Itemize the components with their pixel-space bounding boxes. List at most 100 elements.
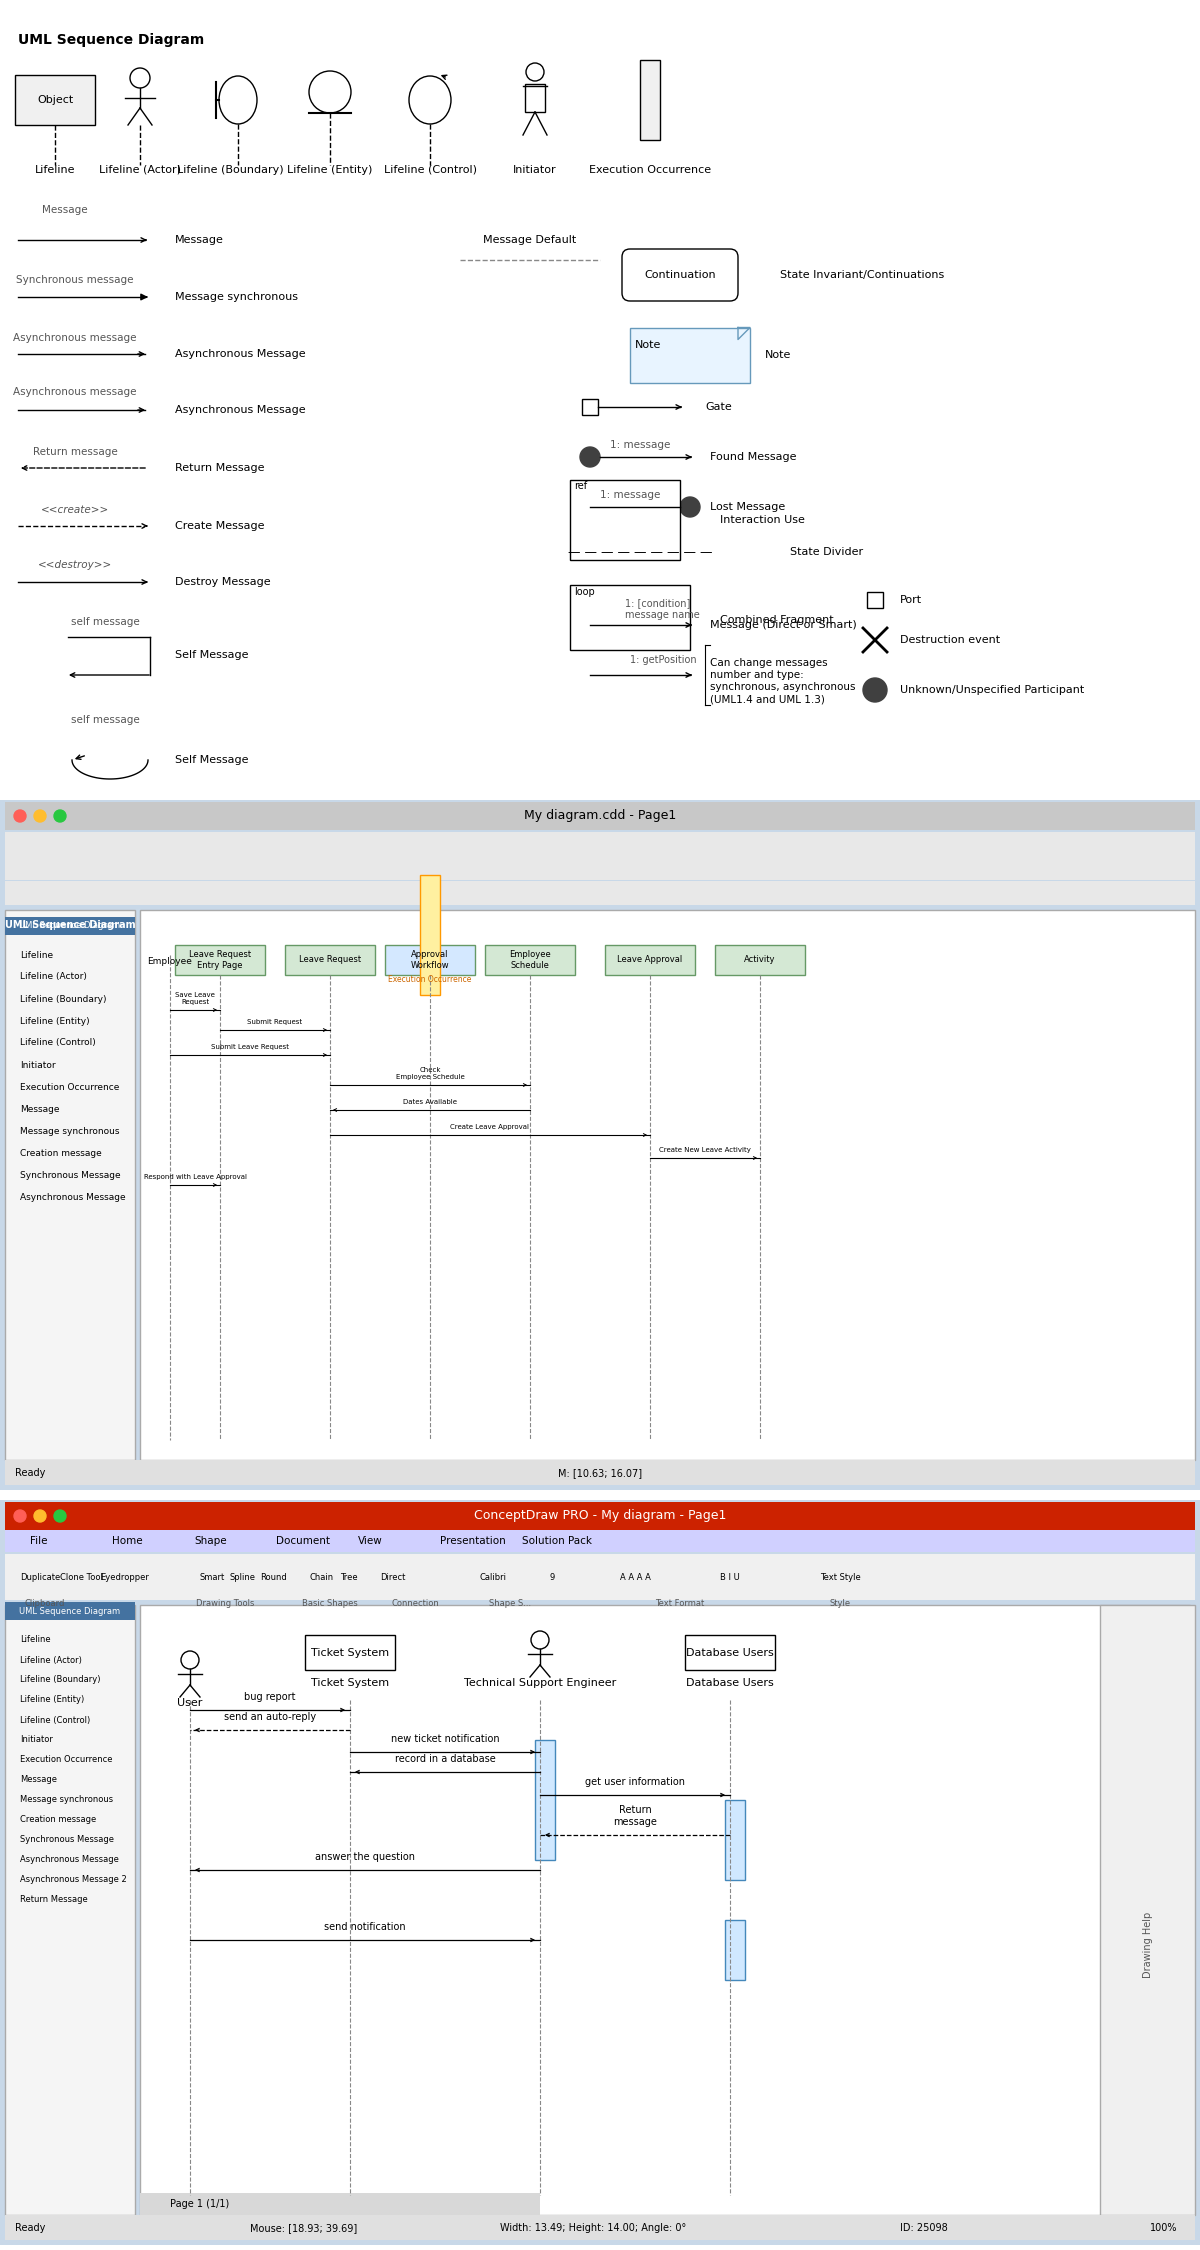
Text: synchronous, asynchronous: synchronous, asynchronous bbox=[710, 682, 856, 693]
Text: Asynchronous Message: Asynchronous Message bbox=[20, 1856, 119, 1865]
Text: Ticket System: Ticket System bbox=[311, 1678, 389, 1688]
Text: Create Message: Create Message bbox=[175, 522, 264, 531]
Bar bbox=[420, 875, 440, 994]
Text: Lifeline (Boundary): Lifeline (Boundary) bbox=[20, 1676, 101, 1685]
Text: State Invariant/Continuations: State Invariant/Continuations bbox=[780, 270, 944, 279]
Text: Found Message: Found Message bbox=[710, 452, 797, 461]
Text: Smart: Smart bbox=[200, 1573, 226, 1582]
Bar bbox=[582, 398, 598, 414]
Text: Home: Home bbox=[112, 1537, 143, 1546]
Text: Eyedropper: Eyedropper bbox=[100, 1573, 149, 1582]
Text: Combined Fragment: Combined Fragment bbox=[720, 614, 834, 626]
Text: 1: message: 1: message bbox=[610, 441, 670, 450]
Text: Save Leave
Request: Save Leave Request bbox=[175, 992, 215, 1006]
Text: Approval
Workflow: Approval Workflow bbox=[410, 950, 449, 970]
Text: bug report: bug report bbox=[245, 1692, 295, 1701]
Text: Execution Occurrence: Execution Occurrence bbox=[589, 164, 712, 176]
Text: Lifeline (Control): Lifeline (Control) bbox=[384, 164, 476, 176]
FancyBboxPatch shape bbox=[640, 61, 660, 140]
Text: Lifeline (Entity): Lifeline (Entity) bbox=[20, 1017, 90, 1026]
Text: Lost Message: Lost Message bbox=[710, 502, 785, 513]
Text: Basic Shapes: Basic Shapes bbox=[302, 1598, 358, 1606]
Bar bbox=[5, 1602, 134, 1620]
Text: self message: self message bbox=[71, 616, 139, 628]
Text: (UML1.4 and UML 1.3): (UML1.4 and UML 1.3) bbox=[710, 693, 824, 704]
Circle shape bbox=[54, 1510, 66, 1521]
Text: Synchronous Message: Synchronous Message bbox=[20, 1170, 121, 1179]
Text: Creation message: Creation message bbox=[20, 1816, 96, 1825]
Text: Gate: Gate bbox=[706, 403, 732, 412]
Text: 9: 9 bbox=[550, 1573, 556, 1582]
Text: ConceptDraw PRO - My diagram - Page1: ConceptDraw PRO - My diagram - Page1 bbox=[474, 1510, 726, 1523]
Text: Page 1 (1/1): Page 1 (1/1) bbox=[170, 2198, 229, 2210]
Text: Create New Leave Activity: Create New Leave Activity bbox=[659, 1148, 751, 1152]
Text: Lifeline (Actor): Lifeline (Actor) bbox=[20, 972, 86, 981]
Bar bbox=[5, 882, 1195, 904]
Text: answer the question: answer the question bbox=[314, 1852, 415, 1863]
Bar bbox=[685, 1636, 775, 1670]
Text: Creation message: Creation message bbox=[20, 1148, 102, 1156]
Bar bbox=[0, 801, 1200, 1490]
Text: 100%: 100% bbox=[1150, 2223, 1177, 2232]
Text: Round: Round bbox=[260, 1573, 287, 1582]
Text: Execution Occurrence: Execution Occurrence bbox=[20, 1755, 113, 1764]
Circle shape bbox=[680, 497, 700, 518]
Text: get user information: get user information bbox=[586, 1778, 685, 1786]
Text: Duplicate: Duplicate bbox=[20, 1573, 60, 1582]
Text: Asynchronous Message: Asynchronous Message bbox=[175, 405, 306, 414]
Bar bbox=[725, 1919, 745, 1980]
Text: Solution Pack: Solution Pack bbox=[522, 1537, 592, 1546]
Text: <<destroy>>: <<destroy>> bbox=[38, 560, 112, 569]
Text: Port: Port bbox=[900, 594, 922, 605]
FancyBboxPatch shape bbox=[526, 83, 545, 113]
Text: Employee: Employee bbox=[148, 958, 192, 968]
Text: Submit Leave Request: Submit Leave Request bbox=[211, 1044, 289, 1051]
Text: Database Users: Database Users bbox=[686, 1678, 774, 1688]
Bar bbox=[725, 1800, 745, 1881]
Text: Synchronous Message: Synchronous Message bbox=[20, 1836, 114, 1845]
Text: Ready: Ready bbox=[14, 1467, 46, 1478]
Bar bbox=[5, 801, 1195, 830]
Text: Width: 13.49; Height: 14.00; Angle: 0°: Width: 13.49; Height: 14.00; Angle: 0° bbox=[500, 2223, 686, 2232]
Text: Message (Direct or Smart): Message (Direct or Smart) bbox=[710, 621, 857, 630]
Text: Text Format: Text Format bbox=[655, 1598, 704, 1606]
Text: Lifeline (Control): Lifeline (Control) bbox=[20, 1714, 90, 1724]
Text: Message Default: Message Default bbox=[484, 234, 577, 245]
Text: Leave Approval: Leave Approval bbox=[617, 956, 683, 965]
Text: M: [10.63; 16.07]: M: [10.63; 16.07] bbox=[558, 1467, 642, 1478]
Text: Employee
Schedule: Employee Schedule bbox=[509, 950, 551, 970]
Circle shape bbox=[34, 1510, 46, 1521]
Text: Technical Support Engineer: Technical Support Engineer bbox=[464, 1678, 616, 1688]
Text: Message synchronous: Message synchronous bbox=[175, 292, 298, 302]
Circle shape bbox=[580, 448, 600, 468]
Text: Clone Tool: Clone Tool bbox=[60, 1573, 103, 1582]
Circle shape bbox=[34, 810, 46, 821]
Text: View: View bbox=[358, 1537, 383, 1546]
Text: Dates Available: Dates Available bbox=[403, 1098, 457, 1105]
Text: Initiator: Initiator bbox=[514, 164, 557, 176]
Text: Return Message: Return Message bbox=[20, 1894, 88, 1904]
Text: Message: Message bbox=[20, 1105, 60, 1114]
Text: Self Message: Self Message bbox=[175, 756, 248, 765]
Circle shape bbox=[14, 810, 26, 821]
Text: Chain: Chain bbox=[310, 1573, 334, 1582]
Text: Message synchronous: Message synchronous bbox=[20, 1796, 113, 1804]
Text: User: User bbox=[178, 1699, 203, 1708]
Text: Ready: Ready bbox=[14, 2223, 46, 2232]
Bar bbox=[140, 1604, 1190, 2214]
Text: Interaction Use: Interaction Use bbox=[720, 515, 805, 524]
Text: UML Sequence Diagram: UML Sequence Diagram bbox=[18, 34, 204, 47]
Bar bbox=[5, 1530, 1195, 1552]
Text: send an auto-reply: send an auto-reply bbox=[224, 1712, 316, 1721]
Text: My diagram.cdd - Page1: My diagram.cdd - Page1 bbox=[524, 810, 676, 824]
Bar bbox=[140, 2194, 540, 2214]
Text: UML Sequence Diagram: UML Sequence Diagram bbox=[19, 922, 120, 932]
Text: Activity: Activity bbox=[744, 956, 775, 965]
Text: Check
Employee Schedule: Check Employee Schedule bbox=[396, 1066, 464, 1080]
FancyBboxPatch shape bbox=[622, 250, 738, 302]
Text: Document: Document bbox=[276, 1537, 330, 1546]
Text: UML Sequence Diagram: UML Sequence Diagram bbox=[19, 1606, 120, 1616]
Text: Leave Request: Leave Request bbox=[299, 956, 361, 965]
Text: Presentation: Presentation bbox=[440, 1537, 505, 1546]
Text: send notification: send notification bbox=[324, 1922, 406, 1933]
